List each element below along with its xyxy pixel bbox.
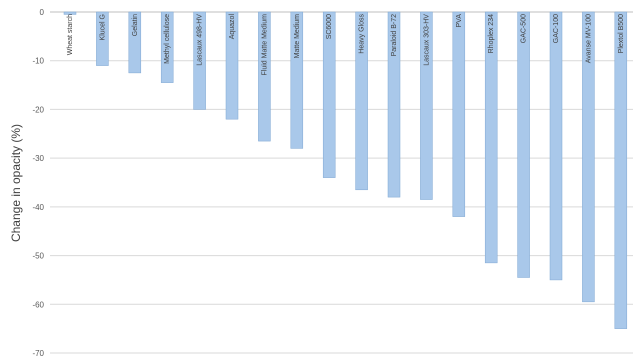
y-tick-label: 0 — [40, 8, 45, 17]
category-label: GAC-100 — [553, 14, 560, 43]
category-label: PVA — [456, 14, 463, 28]
category-label: Fluid Matte Medium — [261, 14, 268, 76]
bar — [387, 11, 401, 198]
category-label: Gelatin — [132, 14, 139, 36]
bars — [63, 11, 628, 329]
category-label: Plextol B500 — [618, 14, 625, 53]
bar — [128, 11, 142, 74]
category-label: Aquazol — [229, 14, 236, 40]
bar — [322, 11, 336, 178]
category-label: SC6000 — [326, 14, 333, 39]
y-tick-label: -60 — [32, 300, 44, 309]
y-tick-label: -10 — [32, 57, 44, 66]
bar — [193, 11, 206, 110]
category-label: Methyl cellulose — [164, 14, 171, 64]
y-tick-label: -20 — [32, 105, 44, 114]
bar — [484, 11, 498, 264]
bar — [614, 11, 628, 329]
category-label: Lascaux 303-HV — [423, 14, 430, 66]
y-tick-label: -70 — [32, 349, 44, 358]
gridlines — [50, 60, 633, 354]
category-label: Klucel G — [99, 14, 106, 40]
bar — [517, 11, 530, 278]
category-label: Paraloid B-72 — [391, 14, 398, 57]
bar — [258, 11, 271, 142]
y-axis-ticks: 0 -10 -20 -30 -40 -50 -60 -70 — [32, 8, 44, 358]
bar — [355, 11, 368, 191]
bar — [420, 11, 433, 200]
y-axis-title: Change in opacity (%) — [9, 124, 23, 242]
y-tick-label: -50 — [32, 252, 44, 261]
category-label: Heavy Gloss — [359, 14, 366, 54]
bar — [63, 11, 77, 15]
category-label: Lascaux 498-HV — [197, 14, 204, 66]
category-label: Rhoplex 234 — [488, 14, 495, 53]
bar — [290, 11, 304, 149]
bar — [582, 11, 595, 303]
category-label: Matte Medium — [294, 14, 301, 59]
bar — [225, 11, 239, 120]
bar — [160, 11, 174, 83]
y-tick-label: -40 — [32, 203, 44, 212]
y-tick-label: -30 — [32, 154, 44, 163]
bar — [549, 11, 563, 281]
bar — [96, 11, 109, 66]
category-label: GAC-500 — [521, 14, 528, 43]
bar — [452, 11, 466, 217]
category-label: Avanse MV-100 — [585, 14, 592, 63]
category-labels: Wheat starch Klucel G Gelatin Methyl cellul… — [67, 14, 625, 76]
category-label: Wheat starch — [67, 14, 74, 55]
